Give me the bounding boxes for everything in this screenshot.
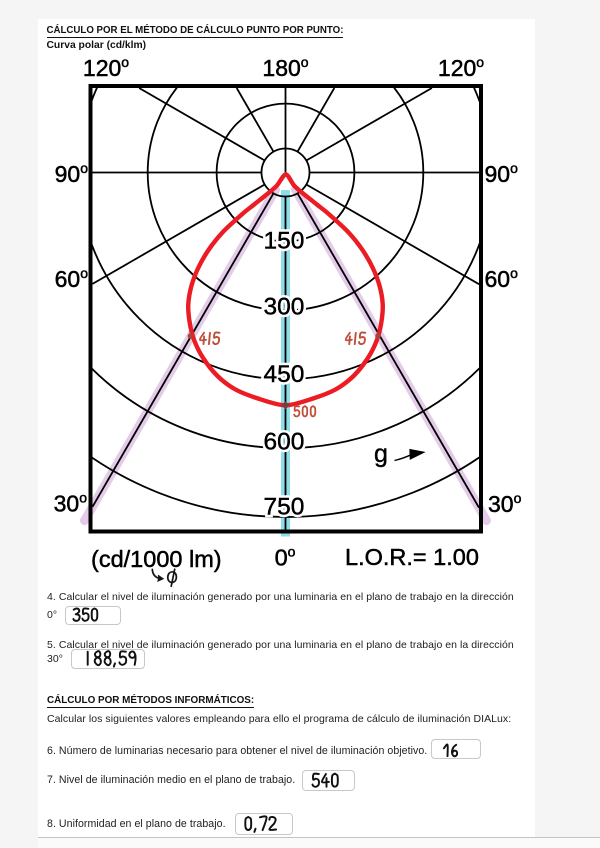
svg-text:600: 600 [264,429,305,456]
svg-text:g: g [374,440,388,468]
svg-text:0o: 0o [275,544,296,571]
svg-text:60o: 60o [485,265,519,292]
svg-text:450: 450 [264,361,305,388]
svg-text:30o: 30o [54,490,88,517]
svg-text:60o: 60o [55,265,89,292]
svg-text:750: 750 [264,494,305,521]
svg-text:750: 750 [264,494,305,521]
svg-text:(cd/1000 lm): (cd/1000 lm) [91,546,222,572]
svg-text:120o: 120o [438,54,484,81]
svg-text:450: 450 [264,361,305,388]
svg-text:300: 300 [264,294,305,321]
svg-text:90o: 90o [55,160,89,187]
svg-text:90o: 90o [485,160,519,187]
svg-text:300: 300 [264,294,305,321]
svg-text:30o: 30o [488,490,522,517]
svg-text:600: 600 [264,429,305,456]
svg-text:180o: 180o [262,54,308,81]
svg-text:150: 150 [264,228,305,255]
svg-text:150: 150 [264,228,305,255]
svg-text:L.O.R.= 1.00: L.O.R.= 1.00 [345,544,479,570]
svg-text:120o: 120o [83,54,129,81]
